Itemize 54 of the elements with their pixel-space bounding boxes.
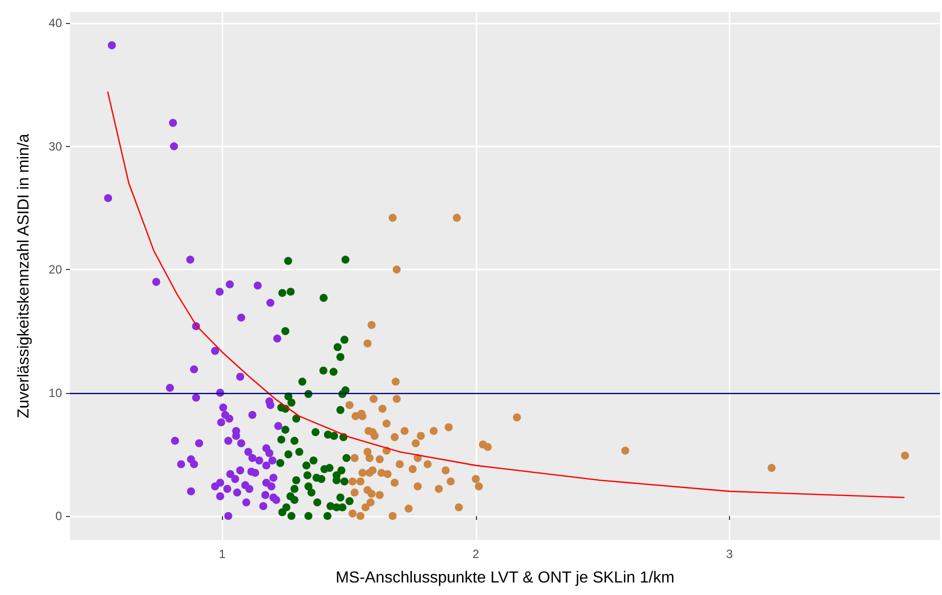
x-tick-label: 2 — [472, 547, 480, 561]
point — [340, 477, 348, 486]
y-tick-label: 40 — [48, 16, 62, 30]
point — [337, 466, 346, 474]
point — [304, 512, 312, 520]
point — [298, 378, 306, 386]
point — [295, 448, 304, 456]
x-tick-label: 1 — [218, 547, 226, 561]
y-tick-label: 0 — [55, 508, 62, 523]
line-series — [107, 91, 905, 498]
point — [325, 464, 334, 472]
point — [292, 476, 300, 484]
point — [336, 406, 344, 414]
point — [330, 432, 338, 440]
point — [320, 294, 328, 302]
x-axis-title: MS-Anschlusspunkte LVT & ONT je SKLin 1/km — [336, 570, 674, 586]
point — [281, 426, 290, 434]
point — [286, 288, 295, 296]
point — [278, 508, 286, 516]
point — [346, 497, 354, 506]
point — [290, 496, 298, 504]
point — [290, 436, 298, 445]
point — [303, 471, 312, 480]
point — [287, 398, 296, 407]
x-tick-label: 3 — [726, 547, 734, 561]
point — [304, 482, 312, 490]
point — [292, 414, 300, 423]
point — [336, 493, 344, 502]
point — [342, 454, 350, 462]
point — [336, 353, 344, 362]
point — [277, 436, 286, 444]
point — [307, 488, 316, 497]
point — [278, 288, 286, 297]
point — [284, 256, 292, 265]
point — [340, 336, 348, 344]
point — [312, 428, 320, 436]
point — [287, 512, 296, 520]
y-axis-title: Zuverlässigkeitskennzahl ASIDI in min/a — [16, 134, 32, 418]
point — [319, 366, 328, 375]
y-tick-label: 10 — [48, 386, 62, 400]
point — [281, 327, 290, 336]
point — [317, 475, 326, 484]
point — [310, 456, 318, 465]
point — [334, 343, 342, 352]
y-tick-label: 20 — [48, 262, 62, 277]
y-tick-label: 30 — [48, 139, 62, 154]
point — [276, 458, 284, 467]
point — [330, 368, 338, 376]
point — [323, 512, 332, 520]
point — [302, 461, 310, 470]
point — [341, 256, 350, 264]
point — [313, 498, 322, 506]
point — [284, 450, 292, 458]
point — [290, 484, 298, 493]
